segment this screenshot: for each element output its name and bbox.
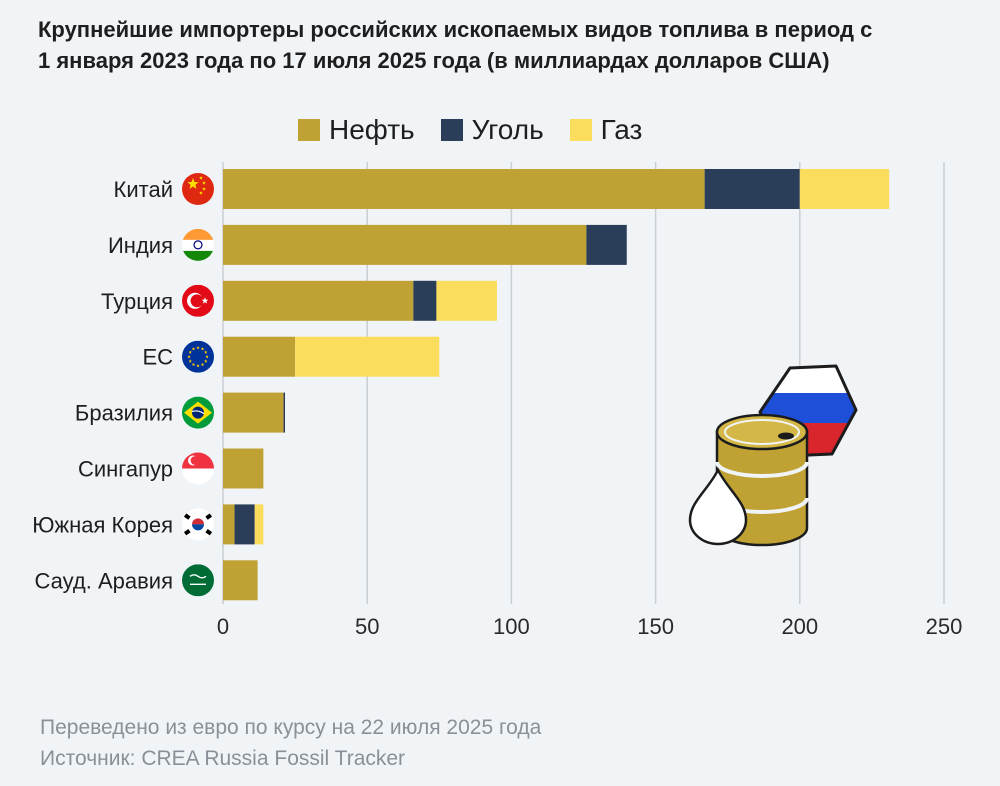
footer-note: Переведено из евро по курсу на 22 июля 2… (40, 716, 542, 739)
chart-title: Крупнейшие импортеры российских ископаем… (38, 14, 968, 76)
oil-drop-icon (688, 467, 748, 546)
bar-segment-coal (586, 224, 627, 265)
bar-segment-coal (704, 169, 800, 209)
legend-item-coal: Уголь (440, 114, 544, 146)
bar-segment-oil (223, 504, 235, 545)
bar-segment-oil (223, 224, 587, 265)
x-tick-label: 100 (493, 614, 530, 639)
bar-segment-coal (234, 504, 255, 545)
bar-segment-coal (283, 392, 286, 433)
x-tick-label: 50 (355, 614, 379, 639)
x-tick-label: 150 (637, 614, 674, 639)
bars (223, 169, 890, 601)
legend-label-oil: Нефть (329, 114, 415, 145)
bar-segment-oil (223, 336, 296, 377)
legend-swatch-gas (569, 119, 592, 141)
chart-legend: Нефть Уголь Газ (298, 114, 668, 146)
legend-item-gas: Газ (569, 114, 643, 146)
turkey-flag-icon (182, 284, 214, 317)
x-tick-label: 0 (217, 614, 229, 639)
bar-segment-oil (223, 169, 705, 209)
x-tick-label: 200 (781, 614, 818, 639)
bar-segment-gas (254, 504, 264, 545)
legend-label-gas: Газ (600, 114, 643, 145)
bar-segment-coal (413, 280, 437, 321)
x-axis-ticks: 0 50 100 150 200 250 (217, 614, 962, 639)
bar-segment-oil (223, 280, 414, 321)
category-label: ЕС (142, 345, 173, 370)
bar-segment-oil (223, 448, 264, 489)
footer: Переведено из евро по курсу на 22 июля 2… (40, 712, 541, 774)
south-korea-flag-icon (182, 508, 214, 541)
brazil-flag-icon (182, 396, 214, 429)
saudi-arabia-flag-icon (182, 564, 214, 597)
category-label: Сингапур (78, 457, 173, 482)
india-flag-icon (182, 228, 214, 261)
bar-segment-oil (223, 392, 284, 433)
legend-swatch-oil (298, 119, 320, 141)
category-label: Сауд. Аравия (35, 568, 174, 593)
chart-title-line-1: Крупнейшие импортеры российских ископаем… (38, 17, 873, 42)
legend-swatch-coal (440, 119, 463, 141)
bar-segment-oil (223, 560, 258, 601)
china-flag-icon (182, 173, 214, 205)
footer-source: Источник: CREA Russia Fossil Tracker (40, 747, 406, 770)
category-label: Турция (101, 289, 173, 314)
eu-flag-icon (182, 340, 214, 373)
legend-label-coal: Уголь (471, 114, 544, 145)
category-label: Китай (114, 177, 173, 202)
chart-title-line-2: 1 января 2023 года по 17 июля 2025 года … (38, 48, 830, 73)
country-flags (182, 173, 214, 597)
bar-segment-gas (436, 280, 497, 321)
category-label: Южная Корея (32, 512, 173, 537)
category-label: Бразилия (75, 401, 173, 426)
bar-segment-gas (799, 169, 890, 209)
category-label: Индия (108, 233, 173, 258)
category-labels: Китай Индия Турция ЕС Бразилия Сингапур Южная … (32, 177, 173, 593)
x-tick-label: 250 (926, 614, 963, 639)
legend-item-oil: Нефть (298, 114, 415, 146)
singapore-flag-icon (182, 452, 214, 485)
bar-segment-gas (295, 336, 440, 377)
